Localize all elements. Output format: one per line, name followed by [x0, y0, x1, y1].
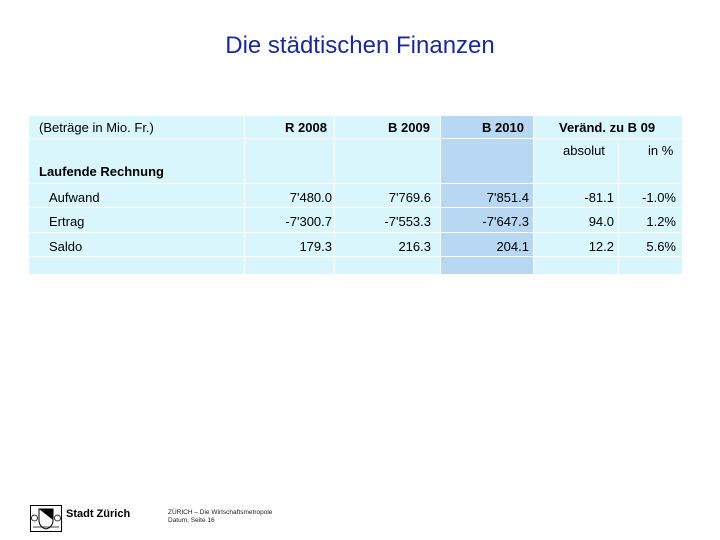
subheader-percent: in %: [648, 143, 674, 158]
grid-line: [440, 116, 441, 274]
table-cell: 7'851.4: [486, 190, 529, 205]
b2010-column-highlight: [440, 116, 533, 274]
table-cell: 216.3: [398, 239, 431, 254]
grid-line: [618, 138, 619, 274]
table-cell: -7'300.7: [285, 214, 332, 229]
header-b2010: B 2010: [482, 120, 524, 135]
table-cell: 179.3: [299, 239, 332, 254]
zurich-coat-of-arms-icon: [30, 505, 62, 532]
grid-line: [29, 183, 682, 184]
table-cell: 7'480.0: [289, 190, 332, 205]
section-label: Laufende Rechnung: [39, 164, 164, 179]
subheader-absolute: absolut: [563, 143, 605, 158]
grid-line: [334, 116, 335, 274]
grid-line: [29, 232, 682, 233]
table-cell: 94.0: [588, 214, 614, 229]
grid-line: [29, 138, 682, 139]
grid-line: [244, 116, 245, 274]
row-label-aufwand: Aufwand: [49, 190, 100, 205]
table-cell: 12.2: [588, 239, 614, 254]
unit-label: (Beträge in Mio. Fr.): [39, 120, 154, 135]
grid-line: [29, 207, 682, 208]
grid-line: [29, 256, 682, 257]
row-label-ertrag: Ertrag: [49, 214, 85, 229]
page-title: Die städtischen Finanzen: [225, 32, 495, 59]
table-cell: -7'647.3: [482, 214, 529, 229]
table-cell: -1.0%: [642, 190, 676, 205]
row-label-saldo: Saldo: [49, 239, 83, 254]
finance-table: (Beträge in Mio. Fr.) R 2008 B 2009 B 20…: [29, 116, 682, 274]
header-change: Veränd. zu B 09: [559, 120, 656, 135]
table-cell: 5.6%: [646, 239, 676, 254]
header-b2009: B 2009: [388, 120, 430, 135]
footer-line-1: ZÜRICH – Die Wirtschaftsmetropole: [168, 509, 273, 516]
table-cell: -81.1: [584, 190, 614, 205]
grid-line: [533, 116, 534, 274]
table-cell: 7'769.6: [388, 190, 431, 205]
footer-caption: ZÜRICH – Die Wirtschaftsmetropole Datum,…: [168, 509, 272, 525]
table-cell: -7'553.3: [384, 214, 431, 229]
table-cell: 1.2%: [646, 214, 676, 229]
header-r2008: R 2008: [285, 120, 327, 135]
table-cell: 204.1: [496, 239, 529, 254]
footer-line-2: Datum, Seite 16: [168, 517, 215, 524]
footer-org-name: Stadt Zürich: [66, 508, 131, 520]
